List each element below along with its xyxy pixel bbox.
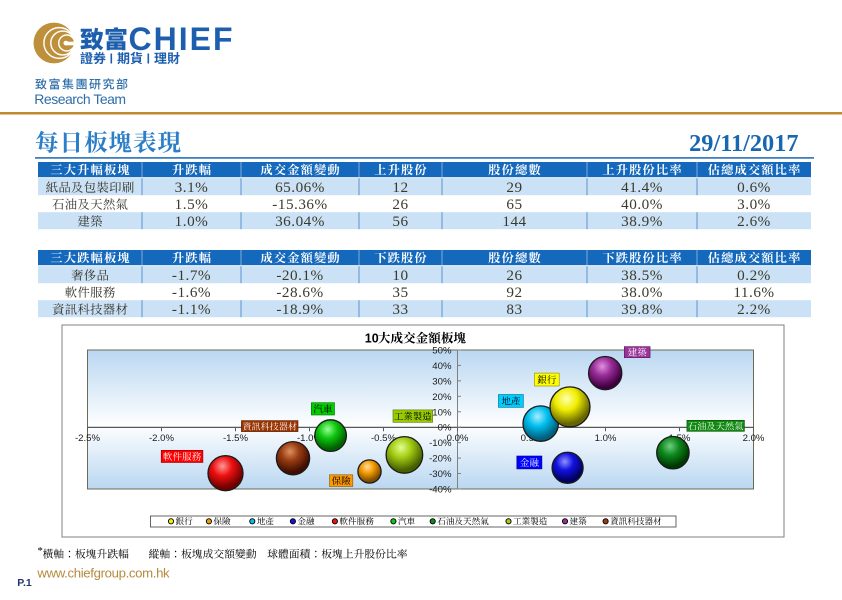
svg-text:36.04%: 36.04% — [275, 213, 325, 230]
svg-text:1.0%: 1.0% — [595, 433, 617, 444]
svg-text:Research Team: Research Team — [34, 91, 125, 107]
svg-text:39.8%: 39.8% — [621, 301, 663, 318]
svg-text:92: 92 — [506, 284, 522, 301]
svg-text:-1.7%: -1.7% — [172, 267, 211, 284]
svg-text:0.6%: 0.6% — [737, 179, 771, 196]
svg-text:29/11/2017: 29/11/2017 — [689, 130, 798, 157]
svg-text:0.2%: 0.2% — [737, 267, 771, 284]
svg-text:P.1: P.1 — [17, 577, 32, 589]
svg-text:10%: 10% — [432, 407, 452, 418]
svg-text:38.9%: 38.9% — [621, 213, 663, 230]
svg-text:2.2%: 2.2% — [737, 301, 771, 318]
svg-text:1.5%: 1.5% — [175, 196, 209, 213]
svg-text:38.0%: 38.0% — [621, 284, 663, 301]
svg-text:-10%: -10% — [429, 438, 452, 449]
svg-text:-28.6%: -28.6% — [276, 284, 323, 301]
svg-text:11.6%: 11.6% — [733, 284, 774, 301]
svg-text:-1.0%: -1.0% — [297, 433, 323, 444]
svg-text:-30%: -30% — [429, 469, 452, 480]
svg-text:0%: 0% — [438, 423, 452, 434]
svg-text:-18.9%: -18.9% — [276, 301, 323, 318]
svg-text:26: 26 — [506, 267, 522, 284]
svg-text:-20.1%: -20.1% — [276, 267, 323, 284]
svg-text:-1.6%: -1.6% — [172, 284, 211, 301]
svg-text:0.0%: 0.0% — [447, 433, 469, 444]
svg-text:-1.1%: -1.1% — [172, 301, 211, 318]
svg-text:2.6%: 2.6% — [737, 213, 771, 230]
svg-text:83: 83 — [506, 301, 522, 318]
svg-text:56: 56 — [392, 213, 408, 230]
svg-text:10: 10 — [365, 332, 379, 346]
svg-text:26: 26 — [392, 196, 408, 213]
svg-text:35: 35 — [392, 284, 408, 301]
svg-text:50%: 50% — [432, 346, 452, 357]
svg-text:CHIEF: CHIEF — [129, 21, 235, 57]
svg-text:1.0%: 1.0% — [175, 213, 209, 230]
svg-text:144: 144 — [502, 213, 526, 230]
svg-text:-15.36%: -15.36% — [272, 196, 327, 213]
svg-text:-20%: -20% — [429, 454, 452, 465]
svg-text:38.5%: 38.5% — [621, 267, 663, 284]
svg-text:30%: 30% — [432, 376, 452, 387]
svg-text:3.1%: 3.1% — [175, 179, 209, 196]
svg-text:29: 29 — [506, 179, 522, 196]
svg-text:www.chiefgroup.com.hk: www.chiefgroup.com.hk — [36, 566, 170, 581]
svg-text:40.0%: 40.0% — [621, 196, 663, 213]
svg-text:12: 12 — [392, 179, 408, 196]
svg-text:65: 65 — [506, 196, 522, 213]
svg-text:10: 10 — [392, 267, 408, 284]
svg-text:65.06%: 65.06% — [275, 179, 325, 196]
svg-text:-40%: -40% — [429, 484, 452, 495]
svg-text:*: * — [37, 545, 43, 557]
svg-text:33: 33 — [392, 301, 408, 318]
svg-text:-1.5%: -1.5% — [223, 433, 249, 444]
svg-text:-2.5%: -2.5% — [75, 433, 101, 444]
svg-text:20%: 20% — [432, 392, 452, 403]
svg-text:-0.5%: -0.5% — [371, 433, 397, 444]
svg-text:2.0%: 2.0% — [743, 433, 765, 444]
svg-text:40%: 40% — [432, 361, 452, 372]
svg-text:3.0%: 3.0% — [737, 196, 771, 213]
svg-text:-2.0%: -2.0% — [149, 433, 175, 444]
svg-text:41.4%: 41.4% — [621, 179, 663, 196]
